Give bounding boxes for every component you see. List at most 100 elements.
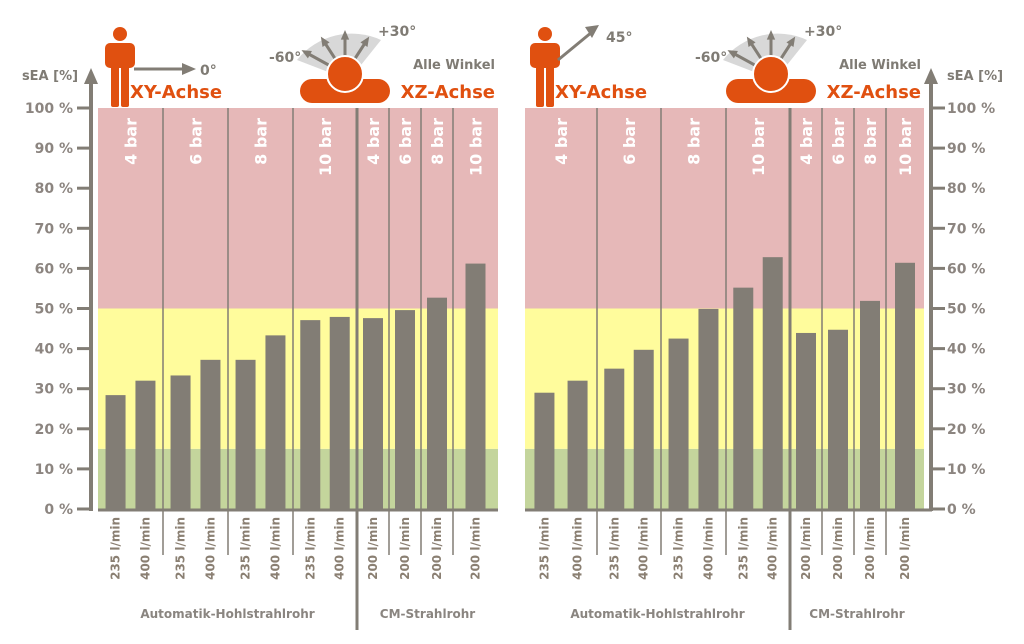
zone-yellow — [525, 308, 924, 449]
flow-label: 200 l/min — [398, 517, 412, 580]
flow-label: 235 l/min — [607, 517, 621, 580]
y-axis-arrow-icon — [924, 68, 938, 84]
bar — [895, 262, 915, 509]
y-tick-label: 40 % — [947, 342, 985, 358]
pressure-label: 6 bar — [187, 118, 206, 165]
y-tick-label: 100 % — [25, 101, 73, 117]
bar — [796, 332, 816, 509]
angle-arrow-icon — [320, 36, 330, 47]
nozzle-label-cm: CM-Strahlrohr — [809, 607, 904, 621]
y-tick-label: 70 % — [947, 221, 985, 237]
flow-label: 235 l/min — [239, 517, 253, 580]
flow-label: 400 l/min — [571, 517, 585, 580]
angle-arrow-icon — [301, 50, 312, 59]
xz-angle-max-label: +30° — [378, 24, 416, 40]
y-tick-label: 50 % — [947, 302, 985, 318]
chart-xy-0deg: 4 bar 235 l/min 400 l/min 6 bar 235 l/min 400… — [22, 24, 498, 630]
pressure-label: 4 bar — [552, 118, 571, 165]
person-head — [113, 27, 127, 41]
bar — [395, 310, 415, 509]
y-axis-title: sEA [%] — [947, 69, 1003, 84]
flow-label: 400 l/min — [268, 517, 282, 580]
y-tick-label: 90 % — [947, 141, 985, 157]
bar — [567, 380, 588, 509]
flow-label: 400 l/min — [138, 517, 152, 580]
person-icon — [105, 27, 135, 107]
angle-arrow-icon — [746, 36, 756, 47]
bar — [135, 380, 156, 509]
angle-arrow-icon — [766, 30, 776, 40]
bar — [170, 375, 191, 509]
flow-label: 200 l/min — [469, 517, 483, 580]
y-tick-label: 30 % — [35, 382, 73, 398]
bar — [604, 368, 625, 509]
angle-arrow-icon — [786, 36, 796, 47]
bar — [668, 338, 689, 509]
pressure-label: 8 bar — [685, 118, 704, 165]
y-tick-label: 10 % — [947, 462, 985, 478]
pressure-label: 10 bar — [896, 118, 915, 176]
nozzle-label-cm: CM-Strahlrohr — [380, 607, 475, 621]
bar — [633, 349, 654, 509]
xz-angle-min-label: -60° — [695, 50, 727, 66]
pressure-label: 4 bar — [364, 118, 383, 165]
lying-person-head — [752, 55, 790, 93]
zone-red — [98, 108, 498, 309]
zone-red — [525, 108, 924, 309]
xz-note-label: Alle Winkel — [413, 58, 495, 73]
y-tick-label: 20 % — [35, 422, 73, 438]
bar — [733, 287, 754, 509]
pressure-label: 10 bar — [467, 118, 486, 176]
bar — [698, 308, 719, 509]
xz-note-label: Alle Winkel — [839, 58, 921, 73]
y-tick-label: 100 % — [947, 101, 995, 117]
bar — [465, 263, 486, 509]
bar — [235, 359, 256, 509]
flow-label: 400 l/min — [203, 517, 217, 580]
flow-label: 200 l/min — [831, 517, 845, 580]
flow-label: 400 l/min — [701, 517, 715, 580]
pressure-label: 10 bar — [749, 118, 768, 176]
zone-green — [525, 448, 924, 509]
bar — [427, 297, 447, 509]
pressure-label: 8 bar — [252, 118, 271, 165]
bar — [300, 320, 321, 509]
bar — [828, 329, 848, 509]
direction-arrow-line — [557, 30, 593, 62]
flow-label: 235 l/min — [303, 517, 317, 580]
person-leg-right — [546, 62, 554, 107]
pressure-label: 6 bar — [396, 118, 415, 165]
person-head — [538, 27, 552, 41]
bar — [329, 316, 350, 509]
y-tick-label: 40 % — [35, 342, 73, 358]
bar — [363, 318, 383, 509]
flow-label: 200 l/min — [863, 517, 877, 580]
angle-arrow-icon — [360, 36, 370, 47]
bar — [265, 335, 286, 509]
y-tick-label: 10 % — [35, 462, 73, 478]
angle-arrow-icon — [340, 30, 350, 40]
flow-label: 400 l/min — [766, 517, 780, 580]
person-leg-left — [536, 62, 544, 107]
y-tick-label: 0 % — [947, 502, 976, 518]
y-tick-label: 30 % — [947, 382, 985, 398]
person-leg-left — [111, 62, 119, 107]
xy-axis-label: XY-Achse — [555, 82, 647, 103]
bar — [200, 359, 221, 509]
bar — [105, 395, 126, 509]
y-tick-label: 90 % — [35, 141, 73, 157]
y-tick-label: 50 % — [35, 302, 73, 318]
bar — [762, 257, 783, 509]
xz-axis-label: XZ-Achse — [401, 82, 495, 103]
xz-angle-min-label: -60° — [269, 50, 301, 66]
flow-label: 200 l/min — [430, 517, 444, 580]
flow-label: 200 l/min — [799, 517, 813, 580]
bar — [860, 300, 880, 509]
person-torso — [105, 43, 135, 68]
flow-label: 235 l/min — [109, 517, 123, 580]
person-icon — [530, 27, 560, 107]
flow-label: 235 l/min — [174, 517, 188, 580]
y-axis-arrow-icon — [84, 68, 98, 84]
xz-axis-label: XZ-Achse — [827, 82, 921, 103]
